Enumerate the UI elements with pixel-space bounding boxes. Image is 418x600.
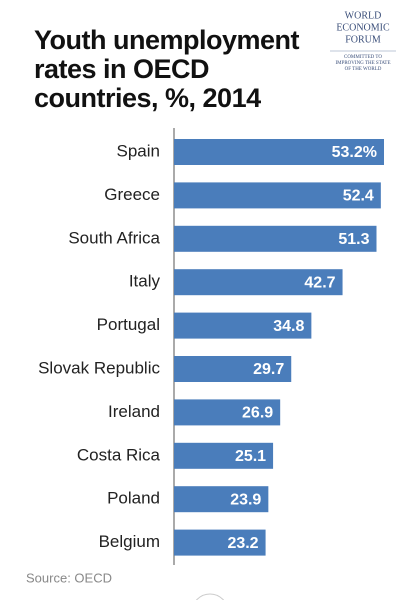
bar [174, 139, 384, 165]
bar [174, 529, 266, 556]
chart-title: countries, %, 2014 [34, 83, 261, 113]
value-label: 29.7 [253, 361, 284, 378]
bar [174, 269, 343, 296]
value-label: 23.9 [230, 491, 261, 508]
value-label: 42.7 [304, 274, 335, 291]
category-label: Slovak Republic [38, 358, 160, 377]
value-label: 26.9 [242, 405, 273, 422]
category-label: Italy [129, 272, 161, 291]
bar [174, 356, 292, 382]
bar [174, 399, 281, 426]
category-label: South Africa [68, 228, 160, 247]
category-label: Belgium [99, 532, 160, 551]
value-label: 23.2 [227, 535, 258, 552]
bar [174, 182, 381, 209]
category-label: Greece [104, 185, 160, 204]
value-label: 53.2% [332, 144, 377, 161]
decor-circle [195, 593, 225, 600]
bar [174, 442, 274, 469]
bar [174, 225, 377, 252]
category-label: Costa Rica [77, 445, 161, 464]
chart-title: Youth unemployment [34, 25, 300, 55]
category-label: Portugal [97, 315, 160, 334]
category-label: Poland [107, 489, 160, 508]
value-label: 34.8 [273, 318, 304, 335]
logo-name: ECONOMIC [336, 22, 390, 33]
logo-name: WORLD [345, 10, 382, 21]
value-label: 51.3 [338, 231, 369, 248]
bar [174, 486, 269, 513]
value-label: 52.4 [343, 188, 374, 205]
logo-tagline: IMPROVING THE STATE [335, 61, 390, 66]
value-label: 25.1 [235, 448, 266, 465]
source: Source: OECD [26, 570, 112, 585]
logo-tagline: OF THE WORLD [345, 67, 382, 72]
category-label: Ireland [108, 402, 160, 421]
bar [174, 312, 312, 339]
logo-tagline: COMMITTED TO [344, 55, 382, 60]
chart-title: rates in OECD [34, 54, 209, 84]
category-label: Spain [117, 141, 160, 160]
logo-name: FORUM [345, 34, 381, 45]
